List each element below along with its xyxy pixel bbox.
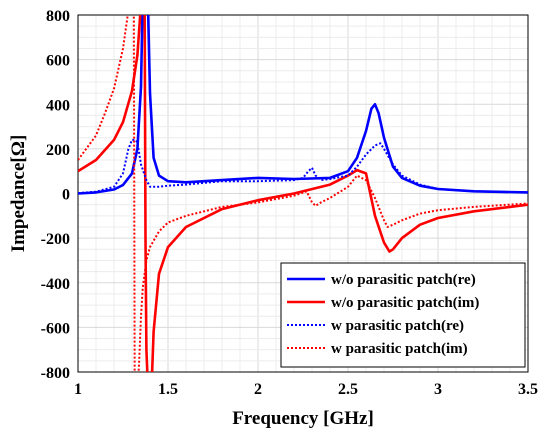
legend-label-3: w parasitic patch(re) xyxy=(331,318,464,334)
y-tick-label: 800 xyxy=(46,8,70,25)
y-tick-label: -200 xyxy=(41,231,70,248)
y-tick-label: 600 xyxy=(46,53,70,70)
y-tick-label: -800 xyxy=(41,365,70,382)
series-lines xyxy=(78,15,528,372)
x-tick-label: 2.5 xyxy=(338,381,358,398)
legend: w/o parasitic patch(re) w/o parasitic pat… xyxy=(280,262,526,368)
legend-label-2: w/o parasitic patch(im) xyxy=(331,295,479,311)
x-tick-label: 3.5 xyxy=(518,381,538,398)
x-axis-title: Frequency [GHz] xyxy=(232,408,374,429)
legend-label-1: w/o parasitic patch(re) xyxy=(331,272,476,288)
series-line-3 xyxy=(78,138,528,195)
y-tick-label: -400 xyxy=(41,276,70,293)
y-tick-label: -600 xyxy=(41,320,70,337)
y-axis-title: Impedance[Ω] xyxy=(8,135,29,253)
series-line-2 xyxy=(78,15,528,372)
x-tick-label: 1.5 xyxy=(158,381,178,398)
y-tick-label: 0 xyxy=(62,187,70,204)
x-tick-label: 1 xyxy=(74,381,82,398)
y-tick-label: 400 xyxy=(46,97,70,114)
legend-box xyxy=(280,262,526,368)
x-tick-label: 3 xyxy=(434,381,442,398)
legend-label-4: w parasitic patch(im) xyxy=(331,341,468,357)
tick-labels: 1 1.5 2 2.5 3 3.5 -800 -600 -400 -200 0 200 400 600 80… xyxy=(41,8,538,398)
y-tick-label: 200 xyxy=(46,142,70,159)
x-tick-label: 2 xyxy=(254,381,262,398)
series-line-1 xyxy=(78,15,528,195)
